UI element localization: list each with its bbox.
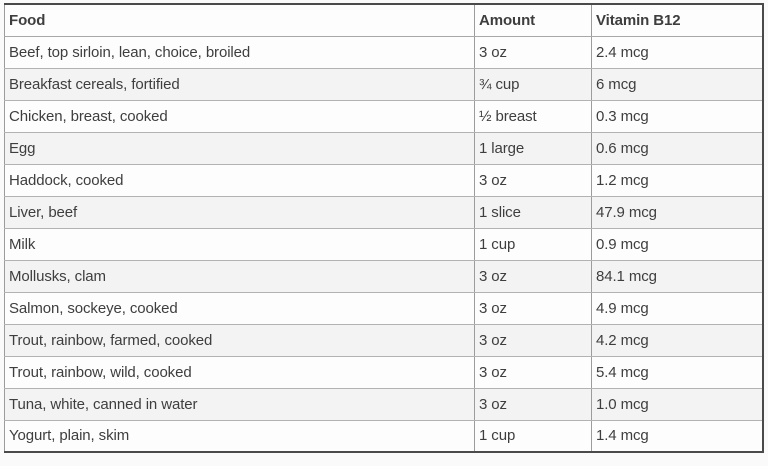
cell-food: Trout, rainbow, farmed, cooked [4, 323, 475, 357]
header-row: Food Amount Vitamin B12 [4, 3, 763, 37]
table-row: Chicken, breast, cooked ½ breast 0.3 mcg [4, 99, 763, 133]
cell-food: Milk [4, 227, 475, 261]
cell-food: Yogurt, plain, skim [4, 419, 475, 453]
cell-food: Tuna, white, canned in water [4, 387, 475, 421]
cell-b12: 1.4 mcg [591, 419, 763, 453]
cell-amount: 1 cup [474, 419, 592, 453]
table-row: Mollusks, clam 3 oz 84.1 mcg [4, 259, 763, 293]
cell-b12: 1.0 mcg [591, 387, 763, 421]
cell-b12: 4.9 mcg [591, 291, 763, 325]
table-row: Trout, rainbow, farmed, cooked 3 oz 4.2 … [4, 323, 763, 357]
cell-b12: 6 mcg [591, 67, 763, 101]
cell-amount: 1 slice [474, 195, 592, 229]
cell-amount: 3 oz [474, 35, 592, 69]
cell-b12: 47.9 mcg [591, 195, 763, 229]
cell-amount: 3 oz [474, 387, 592, 421]
table-row: Trout, rainbow, wild, cooked 3 oz 5.4 mc… [4, 355, 763, 389]
cell-food: Liver, beef [4, 195, 475, 229]
column-header-vitamin-b12: Vitamin B12 [591, 3, 763, 37]
cell-amount: 3 oz [474, 163, 592, 197]
cell-food: Egg [4, 131, 475, 165]
cell-amount: 1 large [474, 131, 592, 165]
cell-food: Salmon, sockeye, cooked [4, 291, 475, 325]
cell-amount: 3 oz [474, 323, 592, 357]
column-header-amount: Amount [474, 3, 592, 37]
table-row: Breakfast cereals, fortified ¾ cup 6 mcg [4, 67, 763, 101]
cell-food: Mollusks, clam [4, 259, 475, 293]
column-header-food: Food [4, 3, 475, 37]
cell-amount: ½ breast [474, 99, 592, 133]
cell-food: Breakfast cereals, fortified [4, 67, 475, 101]
cell-amount: 1 cup [474, 227, 592, 261]
table-row: Yogurt, plain, skim 1 cup 1.4 mcg [4, 419, 763, 453]
cell-b12: 0.9 mcg [591, 227, 763, 261]
table-header: Food Amount Vitamin B12 [4, 3, 763, 37]
cell-b12: 5.4 mcg [591, 355, 763, 389]
cell-b12: 0.3 mcg [591, 99, 763, 133]
table-row: Beef, top sirloin, lean, choice, broiled… [4, 35, 763, 69]
table-row: Egg 1 large 0.6 mcg [4, 131, 763, 165]
cell-b12: 2.4 mcg [591, 35, 763, 69]
table-row: Milk 1 cup 0.9 mcg [4, 227, 763, 261]
cell-amount: ¾ cup [474, 67, 592, 101]
table-row: Liver, beef 1 slice 47.9 mcg [4, 195, 763, 229]
table-body: Beef, top sirloin, lean, choice, broiled… [4, 35, 763, 453]
cell-amount: 3 oz [474, 355, 592, 389]
table-row: Haddock, cooked 3 oz 1.2 mcg [4, 163, 763, 197]
cell-b12: 1.2 mcg [591, 163, 763, 197]
cell-b12: 0.6 mcg [591, 131, 763, 165]
cell-amount: 3 oz [474, 291, 592, 325]
cell-food: Haddock, cooked [4, 163, 475, 197]
cell-food: Trout, rainbow, wild, cooked [4, 355, 475, 389]
cell-b12: 84.1 mcg [591, 259, 763, 293]
table-row: Salmon, sockeye, cooked 3 oz 4.9 mcg [4, 291, 763, 325]
cell-food: Chicken, breast, cooked [4, 99, 475, 133]
cell-food: Beef, top sirloin, lean, choice, broiled [4, 35, 475, 69]
cell-amount: 3 oz [474, 259, 592, 293]
vitamin-b12-table: Food Amount Vitamin B12 Beef, top sirloi… [4, 3, 764, 453]
table-row: Tuna, white, canned in water 3 oz 1.0 mc… [4, 387, 763, 421]
cell-b12: 4.2 mcg [591, 323, 763, 357]
